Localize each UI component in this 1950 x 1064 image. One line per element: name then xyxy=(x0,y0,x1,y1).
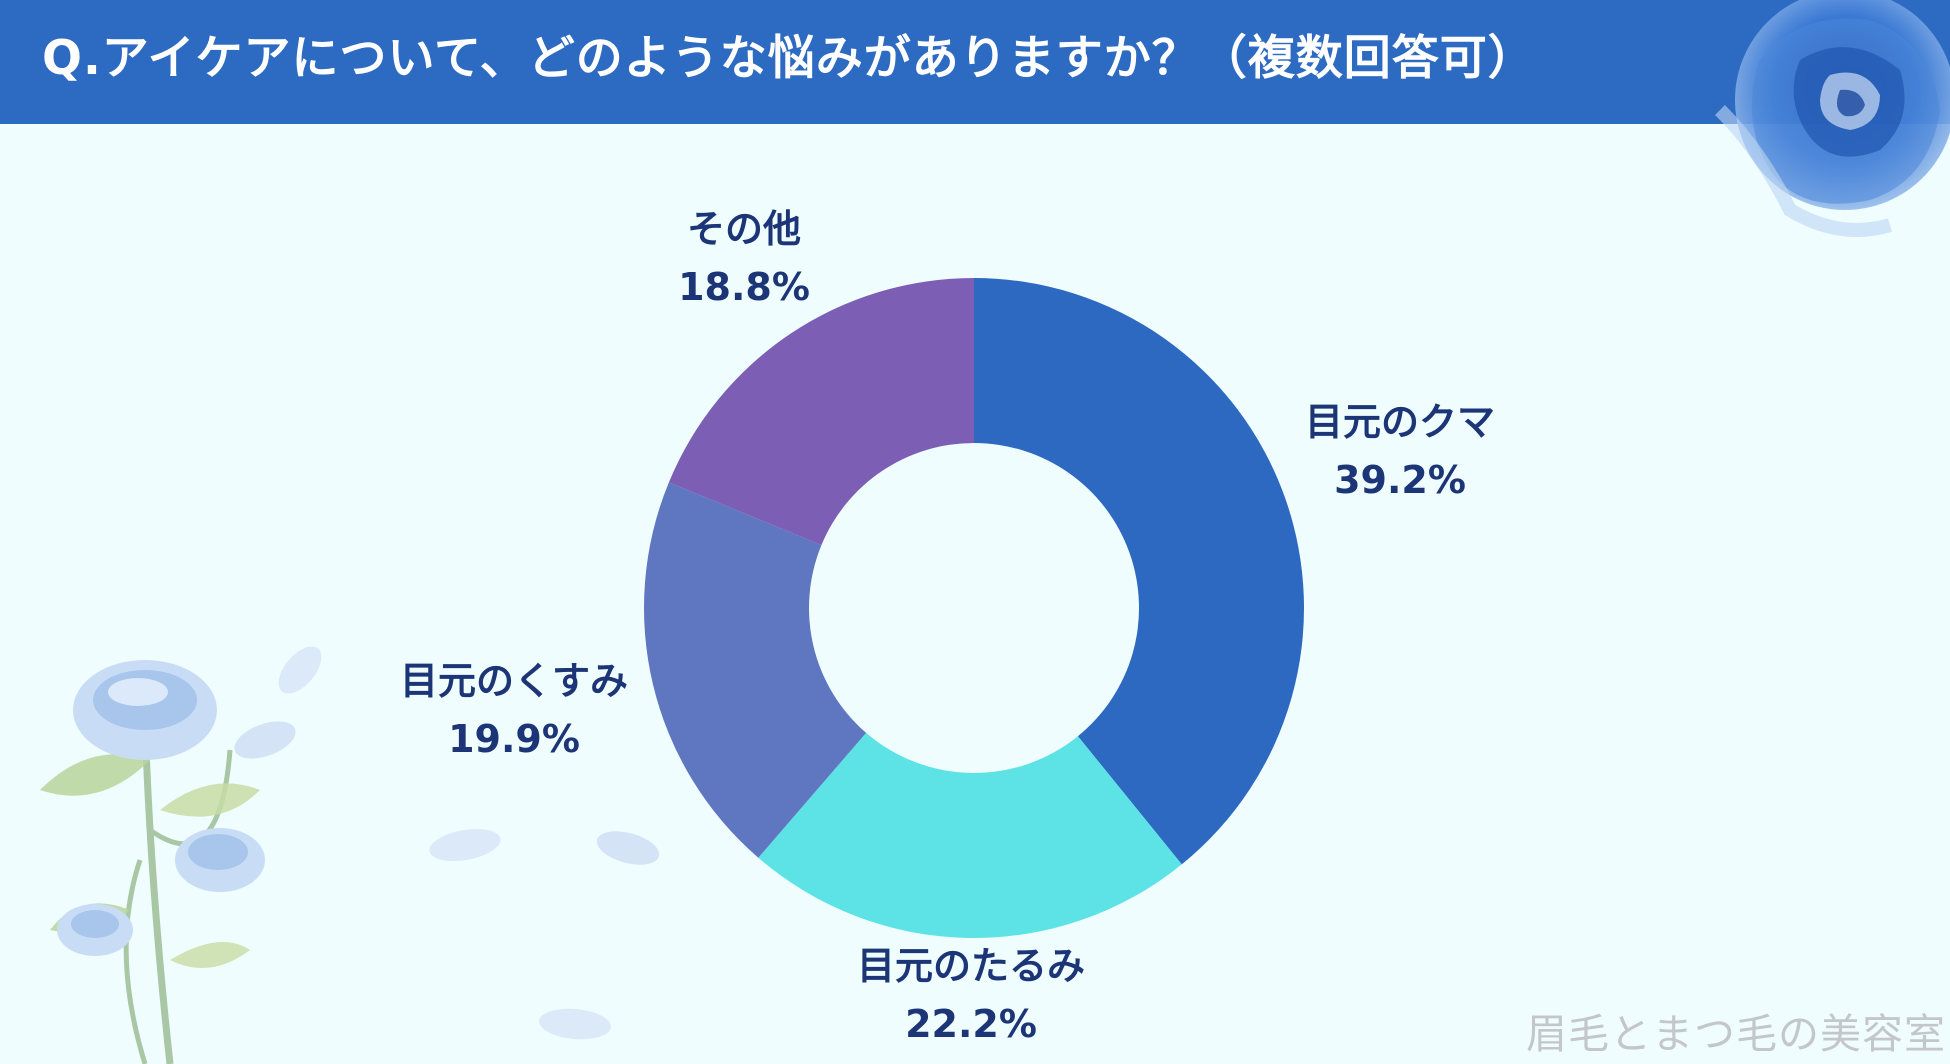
rose-decoration-top xyxy=(1715,0,1950,237)
rose-decoration-bottom xyxy=(40,660,265,1064)
donut-slice-tarumi xyxy=(758,732,1182,938)
slice-label-kusumi: 目元のくすみ xyxy=(399,659,629,703)
donut-slice-other xyxy=(668,278,974,546)
page-title: Q.アイケアについて、どのような悩みがありますか？（複数回答可） xyxy=(42,31,1536,86)
slice-value-other: 18.8% xyxy=(678,265,810,309)
slice-label-kuma: 目元のクマ xyxy=(1304,400,1496,444)
label-slice-tarumi: 目元のたるみ 22.2% xyxy=(857,937,1085,1053)
watermark: 眉毛とまつ毛の美容室 xyxy=(1526,1010,1946,1058)
label-slice-kusumi: 目元のくすみ 19.9% xyxy=(400,652,628,768)
header-bar: Q.アイケアについて、どのような悩みがありますか？（複数回答可） xyxy=(0,0,1950,124)
donut-slice-kusumi xyxy=(644,482,867,858)
slice-label-other: その他 xyxy=(686,207,801,251)
slice-value-kuma: 39.2% xyxy=(1334,458,1466,502)
label-slice-kuma: 目元のクマ 39.2% xyxy=(1305,393,1495,509)
donut-slice-kuma xyxy=(974,278,1304,865)
slice-label-tarumi: 目元のたるみ xyxy=(856,944,1086,988)
slice-value-kusumi: 19.9% xyxy=(448,717,580,761)
slice-value-tarumi: 22.2% xyxy=(905,1002,1037,1046)
label-slice-other: その他 18.8% xyxy=(678,200,810,316)
